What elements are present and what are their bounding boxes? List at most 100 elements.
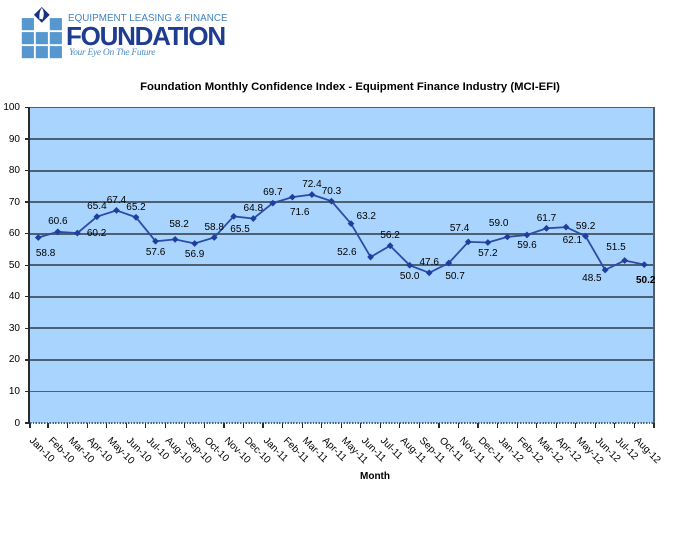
x-axis-tick (594, 423, 596, 428)
logo-square (21, 18, 34, 31)
logo-square (49, 32, 62, 45)
data-label: 57.4 (449, 222, 470, 234)
x-axis-tick (399, 423, 401, 428)
x-axis-tick (203, 423, 205, 428)
data-point-marker (269, 199, 277, 207)
x-axis-tick (262, 423, 264, 428)
logo-foundation: FOUNDATION (66, 21, 226, 52)
x-axis-tick (184, 423, 186, 428)
data-point-marker (367, 253, 374, 261)
data-label: 51.5 (606, 241, 626, 253)
data-label: 69.7 (263, 187, 283, 199)
x-axis-tick (438, 423, 440, 428)
data-point-marker (425, 269, 433, 277)
data-label: 64.8 (243, 202, 264, 214)
x-axis-tick (340, 423, 342, 428)
data-label: 59.6 (517, 240, 537, 252)
plot-border-top (30, 106, 655, 109)
data-point-marker (113, 206, 120, 214)
data-label: 61.7 (536, 212, 557, 224)
data-point-marker (308, 191, 316, 198)
logo-tagline: Your Eye On The Future (69, 47, 156, 58)
data-label: 65.5 (230, 223, 250, 235)
data-label: 47.6 (419, 257, 439, 269)
data-point-marker (621, 257, 629, 264)
data-point-marker (132, 213, 140, 221)
data-label: 62.1 (562, 234, 583, 246)
data-label: 70.3 (321, 185, 342, 197)
logo-square (35, 46, 48, 59)
data-label: 50.2 (635, 275, 656, 287)
y-axis-tick (25, 327, 29, 330)
data-point-marker (152, 237, 159, 245)
gridline (30, 169, 654, 172)
data-label: 56.2 (380, 229, 400, 241)
y-axis-label: 60 (8, 228, 20, 240)
data-label: 58.2 (169, 218, 189, 230)
y-axis-label: 90 (8, 133, 20, 145)
data-label: 56.9 (184, 248, 205, 260)
y-axis-tick (25, 359, 29, 361)
data-label: 60.2 (86, 228, 107, 240)
x-axis-tick (86, 423, 88, 428)
y-axis-line (27, 106, 30, 424)
x-axis-tick (301, 423, 303, 428)
logo-grid-squares (21, 18, 62, 59)
data-point-marker (347, 220, 355, 228)
x-axis-tick (145, 423, 147, 428)
foundation-logo-mark (21, 4, 62, 59)
y-axis-label: 30 (8, 322, 20, 334)
logo-equipment-leasing-finance: EQUIPMENT LEASING & FINANCE (68, 13, 228, 25)
data-label: 63.2 (356, 210, 376, 222)
gridline (30, 390, 654, 393)
y-axis-label: 50 (8, 259, 20, 271)
x-axis-tick (29, 423, 31, 428)
data-label: 71.6 (289, 207, 310, 219)
y-axis-tick (25, 422, 29, 424)
data-point-marker (386, 242, 394, 250)
data-point-marker (230, 212, 238, 220)
x-axis-tick (379, 423, 381, 428)
x-axis-tick (497, 423, 499, 428)
logo-square (49, 46, 62, 59)
y-axis-tick (25, 233, 29, 235)
x-axis-tick (360, 423, 362, 428)
gridline (30, 264, 654, 267)
y-axis-label: 70 (8, 196, 20, 208)
data-label: 72.4 (302, 178, 322, 190)
gridline (30, 138, 654, 140)
plot-border-right (653, 107, 655, 423)
data-point-marker (484, 239, 492, 246)
x-axis-tick (47, 423, 49, 428)
data-point-marker (34, 234, 42, 241)
gridline (30, 201, 654, 204)
data-label: 65.4 (87, 200, 107, 212)
series-line (38, 193, 645, 274)
y-axis-label: 80 (8, 165, 20, 177)
x-axis-tick (477, 423, 479, 428)
x-axis-tick (242, 423, 245, 428)
gridline (30, 232, 654, 235)
y-axis-label: 20 (8, 354, 20, 366)
x-axis-tick (555, 423, 557, 428)
data-label: 57.2 (478, 248, 498, 260)
logo-square (21, 46, 34, 59)
gridline (30, 295, 654, 298)
y-axis-label: 40 (8, 291, 20, 303)
x-axis-title: Month (360, 471, 390, 482)
data-label: 58.8 (204, 221, 224, 233)
x-axis-tick (125, 423, 127, 428)
x-axis-tick (575, 423, 577, 428)
logo-leaf-icon (39, 7, 44, 21)
data-label: 57.6 (145, 246, 166, 258)
data-point-marker (582, 232, 589, 240)
x-axis-tick (614, 423, 616, 428)
y-axis-tick (25, 390, 29, 393)
data-point-marker (210, 234, 218, 241)
x-axis-tick (106, 423, 108, 428)
y-axis-tick (25, 138, 29, 140)
x-axis-tick (164, 423, 166, 428)
y-axis-label: 10 (8, 385, 20, 397)
